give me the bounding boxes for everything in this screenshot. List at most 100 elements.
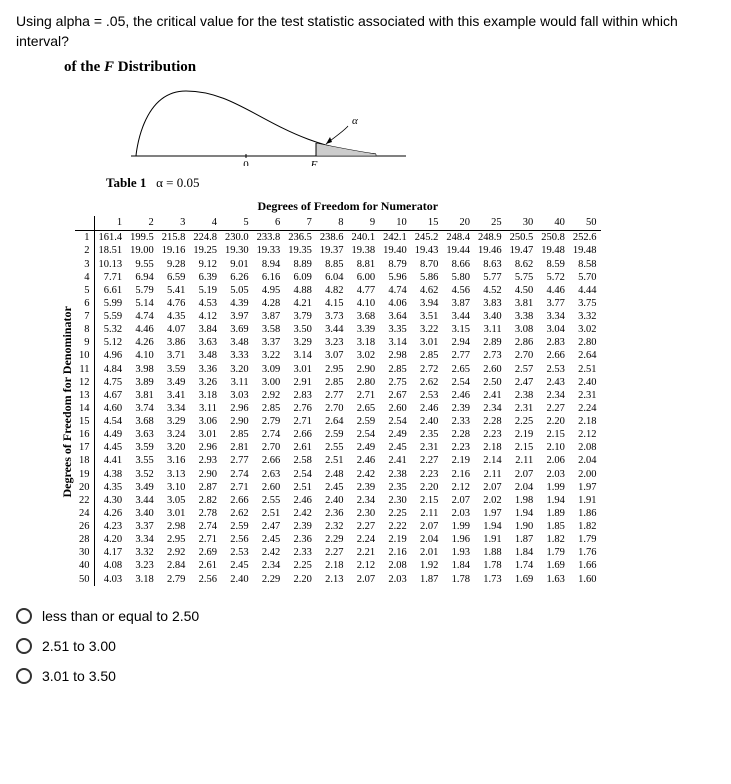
table-cell: 3.34	[158, 402, 190, 415]
option-3[interactable]: 3.01 to 3.50	[16, 668, 715, 684]
table-cell: 8.85	[316, 258, 348, 271]
table-cell: 4.74	[126, 310, 158, 323]
table-row: 154.543.683.293.062.902.792.712.642.592.…	[75, 415, 601, 428]
table-cell: 3.68	[126, 415, 158, 428]
table-cell: 5.75	[506, 271, 538, 284]
table-cell: 2.94	[442, 336, 474, 349]
table-cell: 8.59	[537, 258, 569, 271]
table-cell: 4.52	[474, 284, 506, 297]
table-cell: 8.81	[348, 258, 380, 271]
table-cell: 3.09	[253, 363, 285, 376]
table-cell: 2.51	[284, 481, 316, 494]
table-cell: 2.00	[569, 468, 601, 481]
table-cell: 2.51	[316, 454, 348, 467]
table-row: 75.594.744.354.123.973.873.793.733.683.6…	[75, 310, 601, 323]
table-cell: 4.38	[94, 468, 126, 481]
table-cell: 2.90	[348, 363, 380, 376]
table-cell: 3.44	[316, 323, 348, 336]
table-cell: 5.19	[189, 284, 221, 297]
table-cell: 2.73	[474, 349, 506, 362]
table-cell: 3.40	[474, 310, 506, 323]
table-cell: 4.95	[253, 284, 285, 297]
table-cell: 3.86	[158, 336, 190, 349]
table-cell: 3.74	[126, 402, 158, 415]
table-cell: 1.96	[442, 533, 474, 546]
table-cell: 4.96	[94, 349, 126, 362]
table-cell: 2.92	[253, 389, 285, 402]
table-cell: 2.71	[221, 481, 253, 494]
question-text: Using alpha = .05, the critical value fo…	[16, 12, 715, 51]
table-cell: 4.44	[569, 284, 601, 297]
table-cell: 19.46	[474, 244, 506, 257]
table-cell: 3.22	[411, 323, 443, 336]
table-cell: 3.59	[126, 441, 158, 454]
table-cell: 2.85	[253, 402, 285, 415]
radio-icon[interactable]	[16, 668, 32, 684]
option-2[interactable]: 2.51 to 3.00	[16, 638, 715, 654]
table-cell: 2.51	[569, 363, 601, 376]
table-cell: 2.92	[158, 546, 190, 559]
table-cell: 1.91	[569, 494, 601, 507]
table-cell: 3.10	[158, 481, 190, 494]
table-cell: 5.86	[411, 271, 443, 284]
table-cell: 3.18	[126, 573, 158, 586]
table-cell: 3.79	[284, 310, 316, 323]
table-cell: 2.77	[221, 454, 253, 467]
table-cell: 5.96	[379, 271, 411, 284]
table-cell: 2.81	[221, 441, 253, 454]
table-cell: 2.93	[189, 454, 221, 467]
table-cell: 2.18	[474, 441, 506, 454]
table-cell: 3.22	[253, 349, 285, 362]
table-cell: 3.83	[474, 297, 506, 310]
table-cell: 2.11	[474, 468, 506, 481]
table-cell: 2.12	[569, 428, 601, 441]
table-row: 47.716.946.596.396.266.166.096.046.005.9…	[75, 271, 601, 284]
table-cell: 3.34	[537, 310, 569, 323]
table-cell: 2.03	[379, 573, 411, 586]
table-cell: 2.46	[284, 494, 316, 507]
table-cell: 2.14	[474, 454, 506, 467]
table-cell: 4.10	[348, 297, 380, 310]
row-header: 12	[75, 376, 94, 389]
table-cell: 2.54	[442, 376, 474, 389]
option-1[interactable]: less than or equal to 2.50	[16, 608, 715, 624]
table-cell: 4.26	[126, 336, 158, 349]
table-cell: 4.35	[158, 310, 190, 323]
table-cell: 2.07	[348, 573, 380, 586]
table-cell: 2.57	[506, 363, 538, 376]
table-row: 104.964.103.713.483.333.223.143.073.022.…	[75, 349, 601, 362]
col-header: 30	[506, 216, 538, 231]
row-header: 50	[75, 573, 94, 586]
table-cell: 2.87	[189, 481, 221, 494]
row-header: 4	[75, 271, 94, 284]
table-cell: 3.87	[253, 310, 285, 323]
table-cell: 2.90	[189, 468, 221, 481]
table-cell: 2.65	[442, 363, 474, 376]
table-cell: 224.8	[189, 231, 221, 245]
row-header: 26	[75, 520, 94, 533]
table-cell: 2.70	[253, 441, 285, 454]
table-cell: 1.93	[442, 546, 474, 559]
col-header: 5	[221, 216, 253, 231]
table-cell: 3.40	[126, 507, 158, 520]
table-cell: 2.40	[221, 573, 253, 586]
radio-icon[interactable]	[16, 608, 32, 624]
radio-icon[interactable]	[16, 638, 32, 654]
table-cell: 2.85	[316, 376, 348, 389]
table-cell: 6.39	[189, 271, 221, 284]
table-cell: 3.03	[221, 389, 253, 402]
table-cell: 3.55	[126, 454, 158, 467]
table-cell: 4.56	[442, 284, 474, 297]
table-cell: 236.5	[284, 231, 316, 245]
table-cell: 2.40	[411, 415, 443, 428]
table-cell: 1.88	[474, 546, 506, 559]
table-cell: 1.94	[506, 507, 538, 520]
table-cell: 2.59	[221, 520, 253, 533]
col-header: 3	[158, 216, 190, 231]
table-cell: 3.37	[126, 520, 158, 533]
table-cell: 19.00	[126, 244, 158, 257]
table-cell: 2.60	[253, 481, 285, 494]
table-cell: 3.38	[506, 310, 538, 323]
table-cell: 3.37	[253, 336, 285, 349]
table-cell: 2.36	[284, 533, 316, 546]
